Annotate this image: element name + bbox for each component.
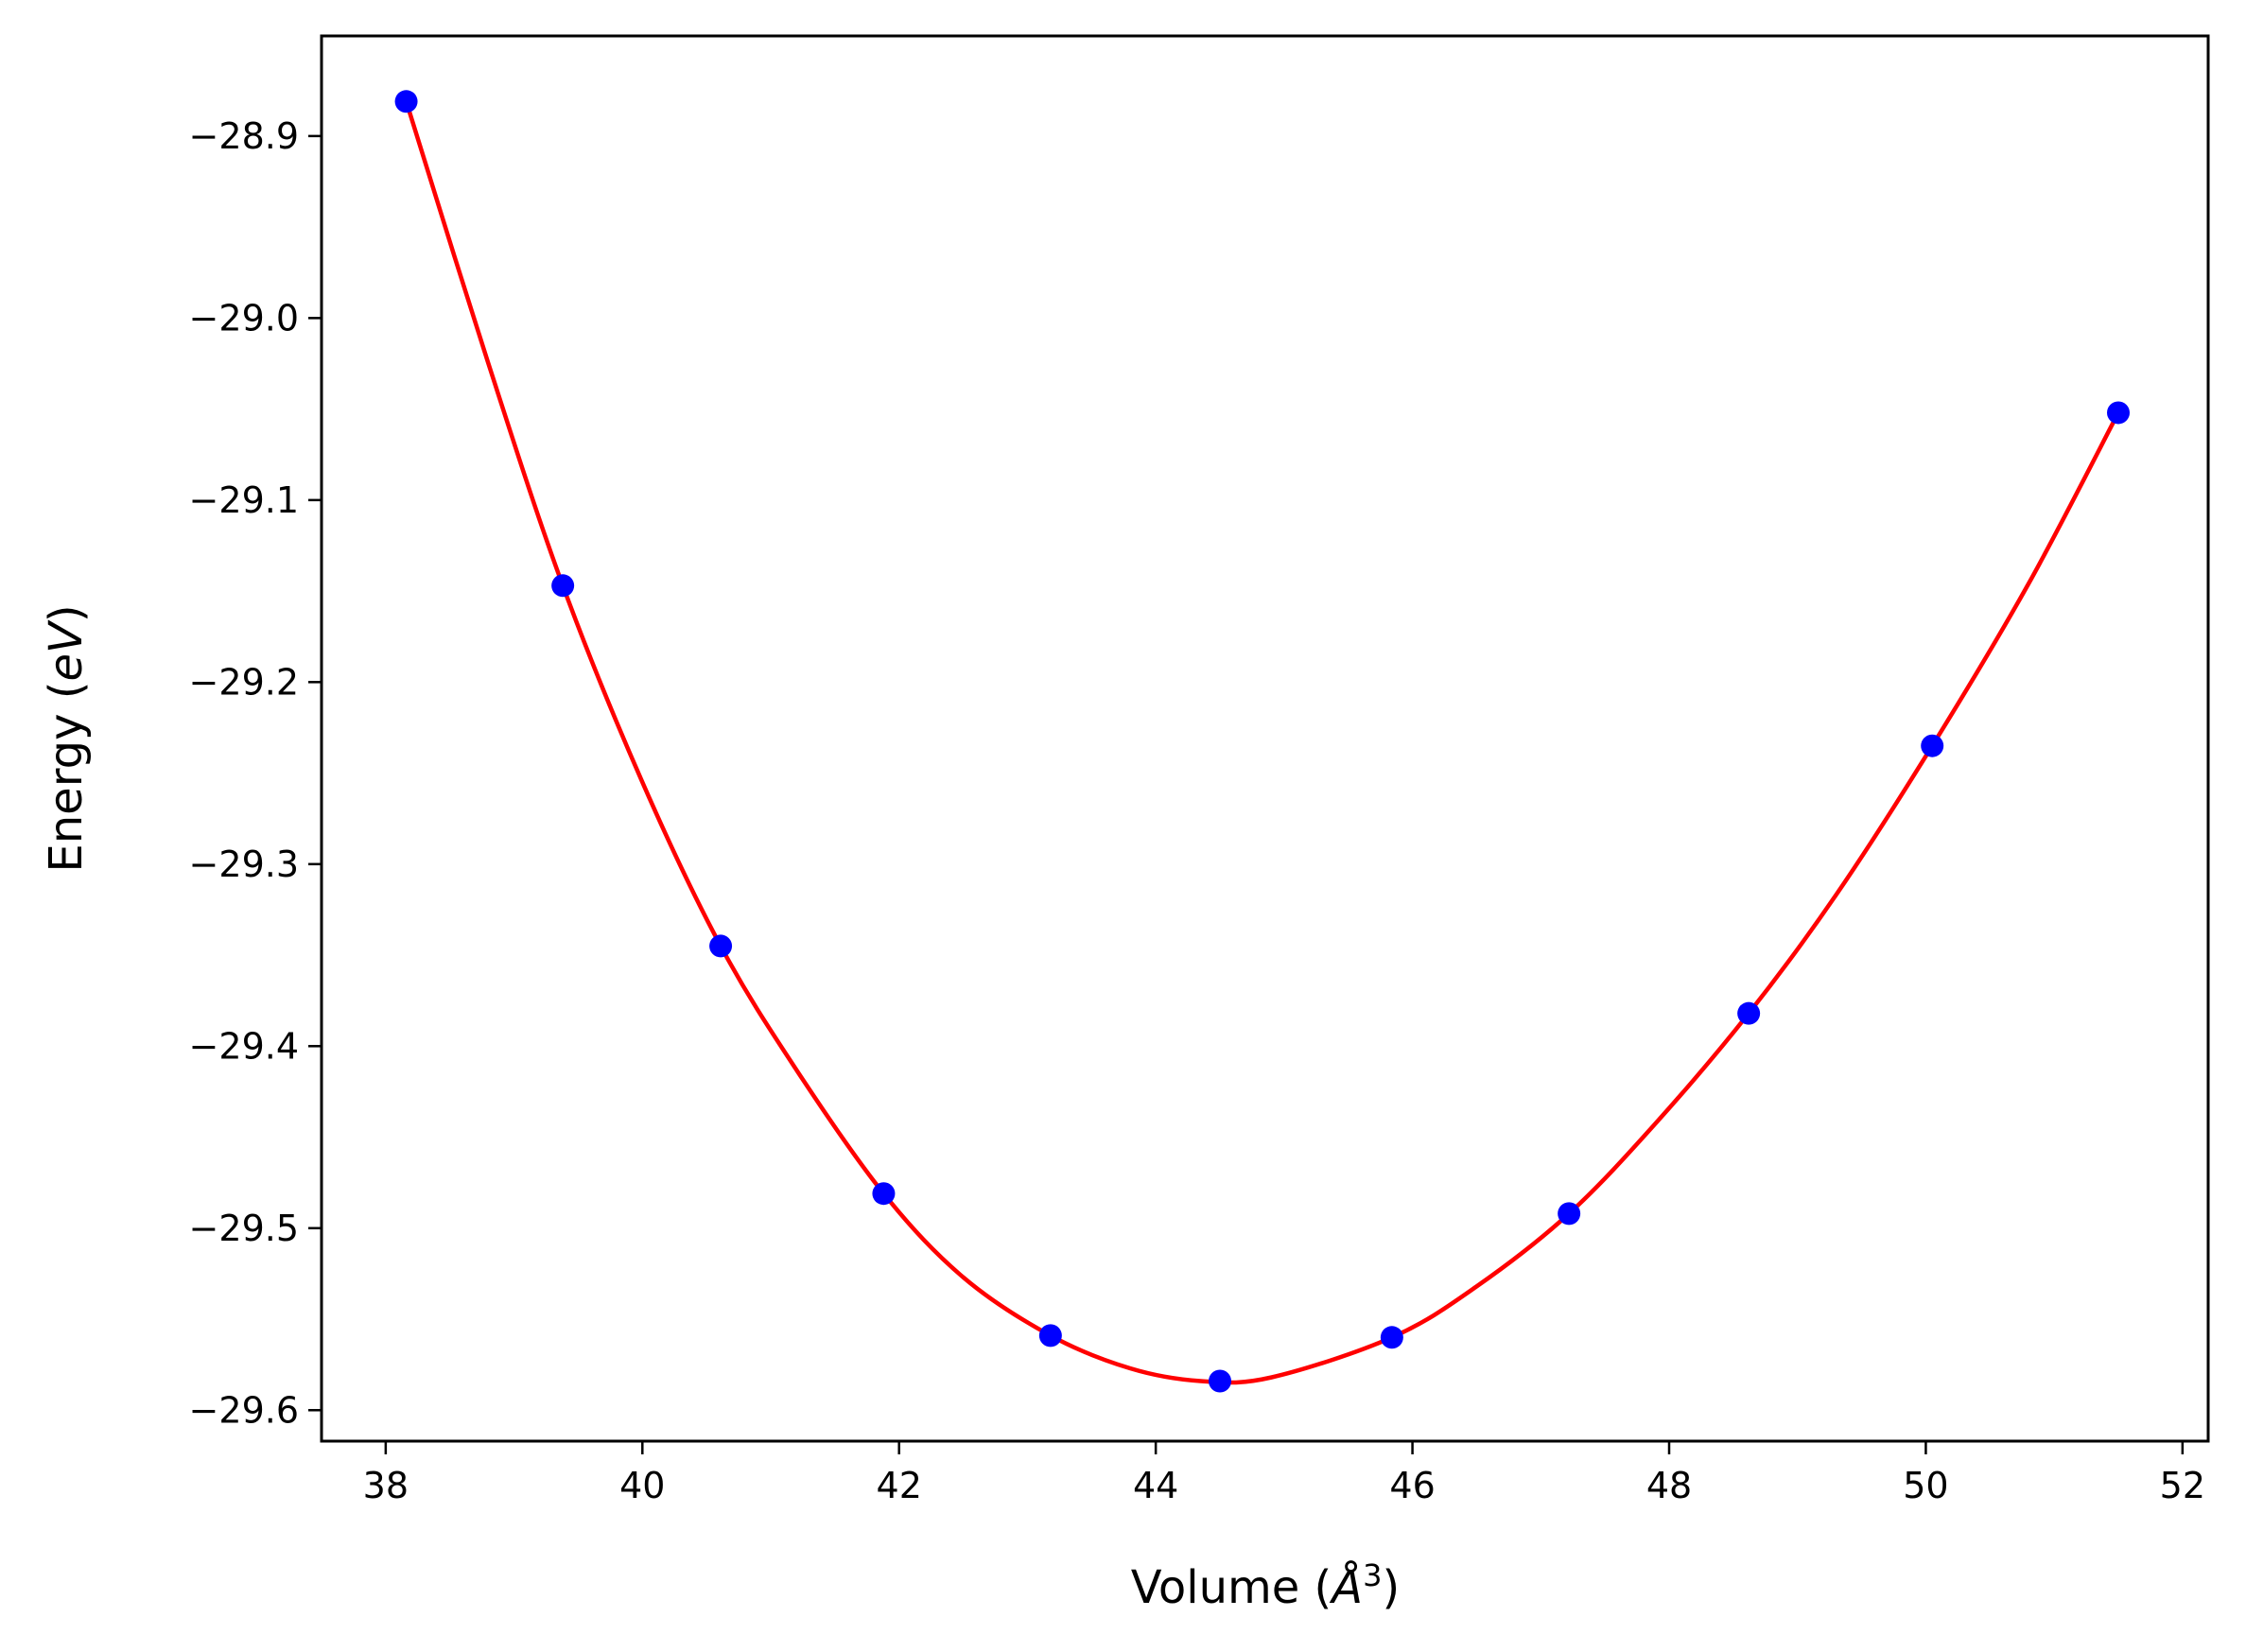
- y-tick-label: −29.2: [189, 661, 299, 703]
- y-axis-label: Energy (eV): [40, 604, 93, 872]
- y-tick-label: −28.9: [189, 115, 299, 157]
- data-point: [1921, 734, 1944, 757]
- x-axis-ticks: 38 40 42 44 46 48 50 52: [363, 1441, 2205, 1506]
- x-axis-label-main: Volume (: [1131, 1561, 1332, 1614]
- fit-curve-layer: [404, 100, 2120, 1385]
- data-point: [1209, 1369, 1231, 1393]
- data-point: [1038, 1324, 1062, 1348]
- x-tick-label: 38: [363, 1465, 409, 1506]
- data-point: [1558, 1202, 1581, 1226]
- y-axis-label-unit: eV: [40, 619, 93, 682]
- x-axis-label-unit: Å: [1329, 1560, 1363, 1614]
- data-point: [394, 90, 418, 113]
- plot-frame: [320, 34, 2210, 1443]
- y-tick-label: −29.1: [189, 479, 299, 521]
- y-tick-label: −29.5: [189, 1208, 299, 1249]
- data-points-layer: [394, 90, 2130, 1393]
- data-point: [709, 934, 733, 958]
- x-tick-label: 42: [877, 1465, 922, 1506]
- data-point: [2107, 401, 2130, 425]
- x-tick-label: 52: [2160, 1465, 2205, 1506]
- data-point: [1737, 1001, 1761, 1025]
- x-tick-label: 46: [1389, 1465, 1435, 1506]
- x-axis-label-close: ): [1382, 1561, 1400, 1614]
- data-point: [872, 1182, 896, 1206]
- x-axis-label-superscript: 3: [1363, 1557, 1382, 1593]
- x-tick-label: 40: [619, 1465, 665, 1506]
- y-tick-label: −29.0: [189, 297, 299, 339]
- x-axis-label: Volume (Å3): [1131, 1557, 1400, 1614]
- x-tick-label: 50: [1903, 1465, 1948, 1506]
- x-tick-label: 44: [1133, 1465, 1178, 1506]
- y-axis-ticks: −28.9 −29.0 −29.1 −29.2 −29.3 −29.4 −29.5 −29.6: [189, 115, 322, 1431]
- y-tick-label: −29.3: [189, 843, 299, 885]
- y-tick-label: −29.6: [189, 1389, 299, 1431]
- y-tick-label: −29.4: [189, 1025, 299, 1067]
- x-tick-label: 48: [1646, 1465, 1692, 1506]
- y-axis-label-close: ): [40, 604, 93, 622]
- data-point: [1380, 1326, 1403, 1349]
- data-point: [551, 574, 575, 598]
- fit-curve: [404, 100, 2120, 1385]
- y-axis-label-main: Energy (: [40, 682, 93, 873]
